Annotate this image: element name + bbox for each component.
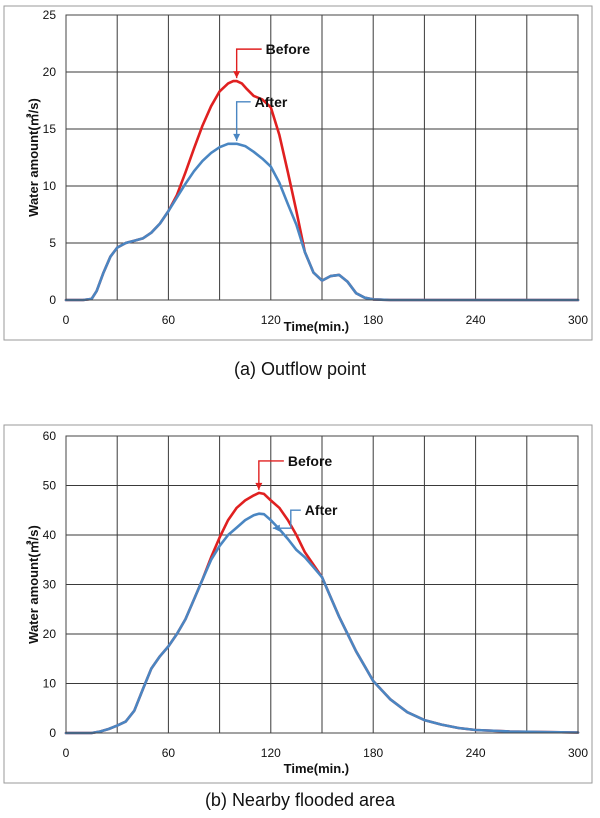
y-tick-label: 20	[43, 627, 57, 641]
annotations: Before After	[233, 41, 310, 141]
y-tick-label: 10	[43, 179, 57, 193]
series-line-after	[64, 512, 580, 735]
x-tick-label: 0	[63, 746, 70, 760]
y-tick-label: 25	[43, 8, 57, 22]
annotation-label-before: Before	[288, 453, 333, 469]
tick-labels: 0 10 20 30 40 50 60 0 60 120 180 240 300	[43, 429, 589, 760]
x-tick-label: 120	[261, 746, 281, 760]
y-tick-label: 40	[43, 528, 57, 542]
y-tick-label: 0	[49, 293, 56, 307]
annotation-arrow-after	[272, 509, 301, 529]
annotation-arrowhead-after	[233, 133, 241, 141]
series	[64, 79, 580, 302]
x-tick-label: 240	[466, 746, 486, 760]
y-tick-label: 60	[43, 429, 57, 443]
panel-frame	[3, 5, 593, 341]
y-tick-label: 50	[43, 479, 57, 493]
y-tick-label: 20	[43, 65, 57, 79]
caption-outflow-point: (a) Outflow point	[234, 359, 366, 379]
annotation-arrowhead-before	[255, 482, 263, 490]
x-axis-title: Time(min.)	[284, 761, 350, 776]
series	[64, 491, 580, 735]
y-tick-label: 0	[49, 726, 56, 740]
annotation-arrow-after	[235, 101, 251, 141]
annotation-label-after: After	[255, 94, 288, 110]
y-axis-title: Water amount(㎥/s)	[26, 98, 41, 217]
x-tick-label: 300	[568, 313, 588, 327]
y-axis-title: Water amount(㎥/s)	[26, 525, 41, 644]
y-tick-label: 15	[43, 122, 57, 136]
chart-outflow-point: 0 5 10 15 20 25 0 60 120 180 240 300 Time(min.) Wat…	[3, 5, 593, 341]
plot-area-frame	[65, 435, 579, 734]
plot-area-frame	[65, 14, 579, 301]
annotation-label-after: After	[305, 502, 338, 518]
x-tick-label: 60	[162, 746, 176, 760]
y-tick-label: 10	[43, 677, 57, 691]
annotation-arrowhead-after	[272, 524, 280, 532]
caption-nearby-flooded-area: (b) Nearby flooded area	[205, 790, 396, 810]
x-tick-label: 60	[162, 313, 176, 327]
panel-frame	[3, 424, 593, 784]
x-tick-label: 300	[568, 746, 588, 760]
annotation-arrow-before	[258, 460, 284, 490]
x-tick-label: 240	[466, 313, 486, 327]
x-tick-label: 0	[63, 313, 70, 327]
y-tick-label: 30	[43, 578, 57, 592]
x-tick-label: 180	[363, 746, 383, 760]
annotation-arrow-before	[235, 48, 262, 79]
annotations: Before After	[255, 453, 338, 532]
annotation-arrowhead-before	[233, 71, 241, 79]
x-tick-label: 120	[261, 313, 281, 327]
x-tick-label: 180	[363, 313, 383, 327]
annotation-label-before: Before	[266, 41, 311, 57]
series-line-after	[64, 142, 580, 302]
tick-labels: 0 5 10 15 20 25 0 60 120 180 240 300	[43, 8, 589, 327]
y-tick-label: 5	[49, 236, 56, 250]
x-axis-title: Time(min.)	[284, 319, 350, 334]
